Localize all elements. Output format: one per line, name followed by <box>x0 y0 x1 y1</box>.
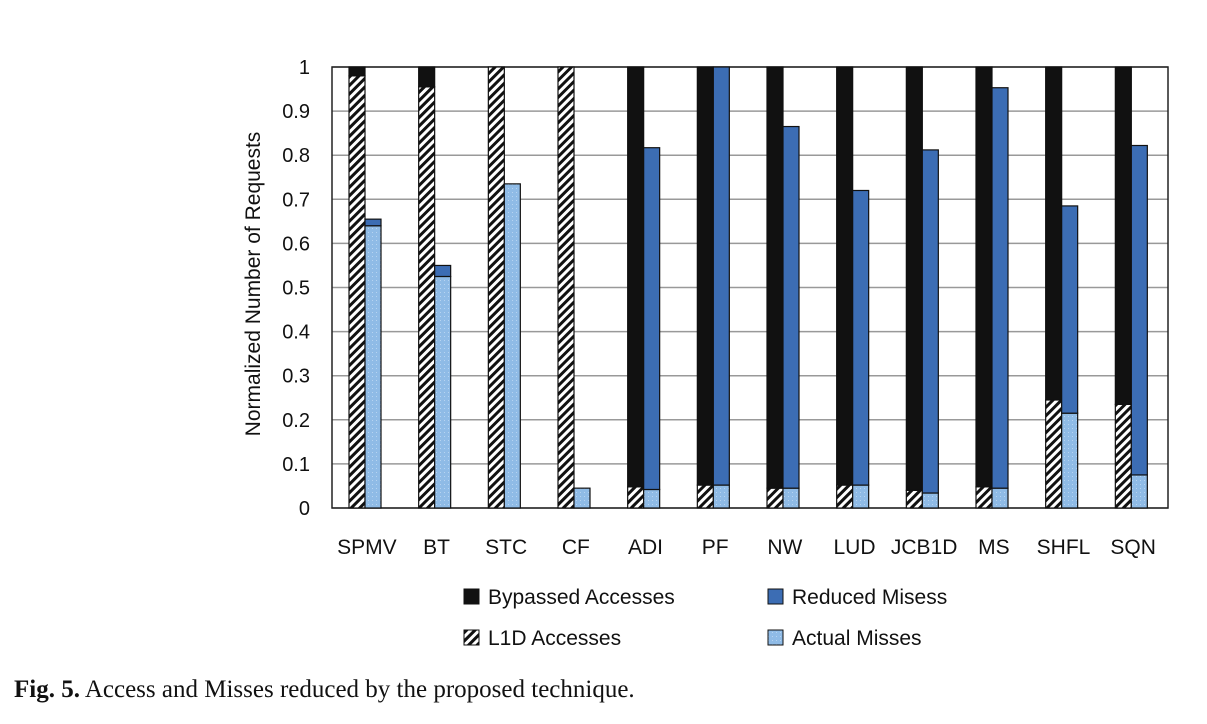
bar-actual-misses <box>1130 474 1148 509</box>
x-tick-label: CF <box>562 536 590 559</box>
bar-reduced-misess <box>852 189 870 486</box>
y-axis-label: Normalized Number of Requests <box>242 132 265 437</box>
bar-reduced-misess <box>712 66 730 486</box>
y-tick-label: 0.9 <box>282 101 310 123</box>
y-tick-label: 0.7 <box>282 189 310 211</box>
bar-l1d-accesses <box>696 484 714 509</box>
bar-actual-misses <box>991 487 1009 509</box>
y-tick-labels: 0 0.1 0.2 0.3 0.4 0.5 0.6 0.7 0.8 0.9 1 <box>282 57 310 520</box>
bar-l1d-accesses <box>487 66 505 509</box>
y-tick-label: 0.5 <box>282 278 310 300</box>
legend-label: Actual Misses <box>792 627 922 650</box>
bar-bypassed-accesses <box>905 66 923 491</box>
bar-bypassed-accesses <box>1114 66 1132 405</box>
y-tick-label: 0.6 <box>282 233 310 255</box>
x-tick-label: ADI <box>628 536 663 559</box>
bar-actual-misses <box>643 488 661 509</box>
bar-actual-misses <box>1061 412 1079 509</box>
bar-reduced-misess <box>991 87 1009 489</box>
x-tick-label: LUD <box>833 536 875 559</box>
plot-border <box>331 66 1169 509</box>
bar-l1d-accesses <box>557 66 575 509</box>
legend: Bypassed Accesses Reduced Misess L1D Acces… <box>463 586 947 650</box>
bar-l1d-accesses <box>905 489 923 509</box>
y-tick-label: 0.1 <box>282 454 310 476</box>
caption-text: Access and Misses reduced by the propose… <box>79 676 635 703</box>
y-tick-label: 0.4 <box>282 322 310 344</box>
bar-l1d-accesses <box>836 484 854 509</box>
bar-actual-misses <box>503 183 521 509</box>
bar-reduced-misess <box>1130 144 1148 476</box>
legend-label: Reduced Misess <box>792 586 947 609</box>
bar-reduced-misess <box>1061 205 1079 414</box>
bar-actual-misses <box>921 492 939 509</box>
y-tick-label: 0.2 <box>282 410 310 432</box>
legend-swatch <box>463 588 480 605</box>
x-tick-label: NW <box>767 536 802 559</box>
legend-swatch <box>767 629 784 646</box>
x-tick-labels: SPMV BT STC CF ADI PF NW LUD JCB1D MS SHFL SQN <box>337 536 1156 559</box>
caption-label: Fig. 5. <box>14 676 80 703</box>
bar-actual-misses <box>364 225 382 509</box>
bar-l1d-accesses <box>418 86 436 509</box>
x-tick-label: SQN <box>1110 536 1156 559</box>
x-tick-label: SHFL <box>1037 536 1091 559</box>
x-tick-label: BT <box>423 536 450 559</box>
legend-label: Bypassed Accesses <box>488 586 675 609</box>
figure-caption: Fig. 5. Access and Misses reduced by the… <box>14 676 635 704</box>
bar-bypassed-accesses <box>836 66 854 486</box>
bar-l1d-accesses <box>766 487 784 509</box>
y-tick-label: 0.8 <box>282 145 310 167</box>
bar-bypassed-accesses <box>766 66 784 489</box>
bar-reduced-misess <box>434 264 452 278</box>
bar-actual-misses <box>852 484 870 509</box>
bar-l1d-accesses <box>348 75 366 509</box>
y-tick-label: 1 <box>299 57 310 79</box>
bar-reduced-misess <box>782 125 800 489</box>
bar-l1d-accesses <box>1114 403 1132 509</box>
bar-l1d-accesses <box>627 486 645 509</box>
bars <box>348 66 1148 509</box>
bar-actual-misses <box>712 484 730 509</box>
legend-label: L1D Accesses <box>488 627 621 650</box>
bar-bypassed-accesses <box>696 66 714 486</box>
x-tick-label: STC <box>485 536 527 559</box>
y-tick-label: 0.3 <box>282 366 310 388</box>
bar-bypassed-accesses <box>348 66 366 77</box>
bar-actual-misses <box>573 487 591 509</box>
bar-actual-misses <box>434 275 452 509</box>
x-tick-label: MS <box>978 536 1010 559</box>
x-tick-label: PF <box>702 536 729 559</box>
x-tick-label: JCB1D <box>891 536 958 559</box>
gridlines <box>331 66 1169 509</box>
bar-l1d-accesses <box>975 486 993 509</box>
y-tick-label: 0 <box>299 498 310 520</box>
bar-l1d-accesses <box>1045 399 1063 509</box>
bar-actual-misses <box>782 487 800 509</box>
chart: 0 0.1 0.2 0.3 0.4 0.5 0.6 0.7 0.8 0.9 1 SPMV BT STC C… <box>242 57 1169 650</box>
bar-reduced-misess <box>643 147 661 491</box>
bar-reduced-misess <box>364 218 382 227</box>
bar-bypassed-accesses <box>418 66 436 88</box>
bar-bypassed-accesses <box>627 66 645 488</box>
bar-bypassed-accesses <box>975 66 993 488</box>
x-tick-label: SPMV <box>337 536 397 559</box>
bar-reduced-misess <box>921 149 939 494</box>
legend-swatch <box>767 588 784 605</box>
bar-bypassed-accesses <box>1045 66 1063 401</box>
legend-swatch <box>463 629 480 646</box>
